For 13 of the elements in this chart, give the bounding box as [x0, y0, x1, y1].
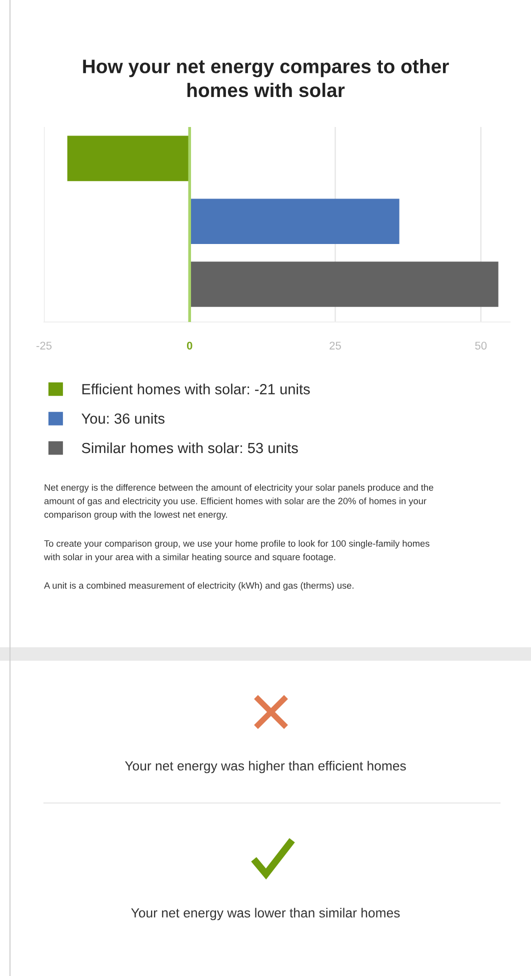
text: Your net energy was lower than similar homes: [131, 908, 400, 920]
legend-label: Similar homes with solar: 53 units: [82, 442, 298, 454]
text: Net energy is the difference between the amount of electricity your solar panels produce and the amount of gas and electricity you use. Efficient homes with solar are the 20% of homes in your comparison group with the lowest net energy.: [44, 484, 434, 520]
text: Your net energy was higher than efficient homes: [124, 760, 406, 774]
x-tick-label: 0: [186, 342, 192, 350]
x-tick-label: 50: [475, 342, 487, 350]
x-tick-label: 25: [330, 342, 341, 350]
legend-label: You: 36 units: [82, 413, 164, 424]
chart-title: How your net energy compares to other homes with solar: [83, 59, 449, 98]
text: A unit is a combined measurement of electricity (kWh) and gas (therms) use.: [44, 582, 354, 591]
text: To create your comparison group, we use your home profile to look for 100 single-family homes with solar in your area with a similar heating source and square footage.: [44, 540, 430, 562]
x-tick-label: -25: [36, 342, 52, 350]
legend-label: Efficient homes with solar: -21 units: [82, 384, 310, 394]
